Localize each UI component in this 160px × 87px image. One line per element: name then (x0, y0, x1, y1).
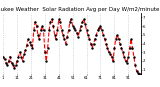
Title: Milwaukee Weather  Solar Radiation Avg per Day W/m2/minute: Milwaukee Weather Solar Radiation Avg pe… (0, 7, 159, 12)
